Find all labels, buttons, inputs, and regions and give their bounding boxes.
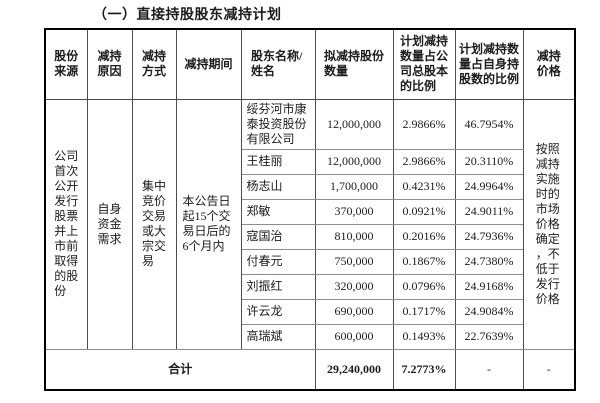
header-pct-of-own: 计划减持数量占自身持股数的比例 [454,28,524,100]
header-shareholder-name: 股东名称/姓名 [240,28,316,100]
shareholder-reduction-table: 股份来源 减持原因 减持方式 减持期间 股东名称/姓名 拟减持股份数量 计划减持… [44,28,576,391]
shares-cell: 690,000 [314,298,394,325]
header-period: 减持期间 [175,28,242,100]
shareholder-name-cell: 刘振红 [240,273,316,300]
pct-own-cell: 24.9084% [454,298,524,325]
header-share-source-label: 股份来源 [54,49,79,79]
period-cell: 本公告日起15个交易日后的6个月内 [175,98,242,350]
shareholder-name-cell: 杨志山 [240,173,316,200]
share-source-cell: 公司首次公开发行股票并上市前取得的股份 [44,98,88,350]
shareholder-name-cell: 付春元 [240,248,316,275]
pct-total-cell: 0.0921% [392,198,456,225]
pct-total-cell: 0.4231% [392,173,456,200]
header-shareholder-name-label: 股东名称/姓名 [251,49,303,79]
pct-total-cell: 0.1867% [392,248,456,275]
period-text: 本公告日起15个交易日后的6个月内 [182,194,231,253]
shareholder-row: 高瑞斌 600,000 0.1493% 22.7639% [45,323,575,350]
pct-own-cell: 22.7639% [454,323,524,350]
pct-total-cell: 0.1717% [392,298,456,325]
pct-total-cell: 0.0796% [392,273,456,300]
reason-cell: 自身资金需求 [86,98,133,350]
header-pct-of-total: 计划减持数量占公司总股本的比例 [392,28,456,100]
shares-cell: 12,000,000 [314,148,394,175]
header-reason-label: 减持原因 [97,49,122,79]
total-label-cell: 合计 [44,348,316,391]
shareholder-row: 许云龙 690,000 0.1717% 24.9084% [45,298,575,325]
header-pct-of-own-label: 计划减持数量占自身持股数的比例 [459,41,520,86]
shareholder-name-cell: 高瑞斌 [240,323,316,350]
total-pct-total-cell: 7.2773% [392,348,456,391]
shares-cell: 12,000,000 [314,98,394,150]
shares-cell: 600,000 [314,323,394,350]
method-text: 集中竞价交易或大宗交易 [142,179,167,268]
price-cell: 按照减持实施时的市场价格确定，不低于发行价格 [522,98,576,350]
shareholder-row: 郑敏 370,000 0.0921% 24.9011% [45,198,575,225]
header-method-label: 减持方式 [142,49,167,79]
header-method: 减持方式 [131,28,177,100]
pct-own-cell: 46.7954% [454,98,524,150]
pct-total-cell: 2.9866% [392,98,456,150]
header-pct-of-total-label: 计划减持数量占公司总股本的比例 [400,34,449,94]
shares-cell: 320,000 [314,273,394,300]
shares-cell: 1,700,000 [314,173,394,200]
header-share-source: 股份来源 [44,28,88,100]
header-planned-shares: 拟减持股份数量 [314,28,394,100]
shares-cell: 750,000 [314,248,394,275]
pct-own-cell: 24.7380% [454,248,524,275]
total-pct-own-cell: - [454,348,524,391]
shareholder-name-cell: 郑敏 [240,198,316,225]
header-price-label: 减持价格 [536,49,561,79]
method-cell: 集中竞价交易或大宗交易 [131,98,177,350]
shareholder-row: 付春元 750,000 0.1867% 24.7380% [45,248,575,275]
header-planned-shares-label: 拟减持股份数量 [324,49,385,79]
shareholder-row: 公司首次公开发行股票并上市前取得的股份 自身资金需求 集中竞价交易或大宗交易 本… [44,98,576,350]
shareholder-row: 王桂丽 12,000,000 2.9866% 20.3110% [45,148,575,175]
table-header-row: 股份来源 减持原因 减持方式 减持期间 股东名称/姓名 拟减持股份数量 计划减持… [44,28,576,100]
shareholder-name-cell: 许云龙 [240,298,316,325]
price-text: 按照减持实施时的市场价格确定，不低于发行价格 [535,141,560,306]
shareholder-row: 刘振红 320,000 0.0796% 24.9168% [45,273,575,300]
pct-own-cell: 20.3110% [454,148,524,175]
shares-cell: 370,000 [314,198,394,225]
pct-total-cell: 0.2016% [392,223,456,250]
shareholder-name-cell: 寇国治 [240,223,316,250]
pct-total-cell: 0.1493% [392,323,456,350]
total-price-cell: - [522,348,576,391]
section-title: （一）直接持股股东减持计划 [93,8,282,23]
pct-total-cell: 2.9866% [392,148,456,175]
total-row: 合计 29,240,000 7.2773% - - [44,348,576,391]
shareholder-name-cell: 王桂丽 [240,148,316,175]
share-source-text: 公司首次公开发行股票并上市前取得的股份 [54,149,79,298]
shareholder-row: 寇国治 810,000 0.2016% 24.7936% [45,223,575,250]
pct-own-cell: 24.9964% [454,173,524,200]
reason-text: 自身资金需求 [97,201,122,246]
pct-own-cell: 24.7936% [454,223,524,250]
pct-own-cell: 24.9011% [454,198,524,225]
shares-cell: 810,000 [314,223,394,250]
shareholder-name-cell: 绥芬河市康泰投资股份有限公司 [240,98,316,150]
total-shares-cell: 29,240,000 [314,348,394,391]
header-reason: 减持原因 [86,28,133,100]
header-period-label: 减持期间 [184,56,233,71]
pct-own-cell: 24.9168% [454,273,524,300]
header-price: 减持价格 [522,28,576,100]
shareholder-row: 杨志山 1,700,000 0.4231% 24.9964% [45,173,575,200]
